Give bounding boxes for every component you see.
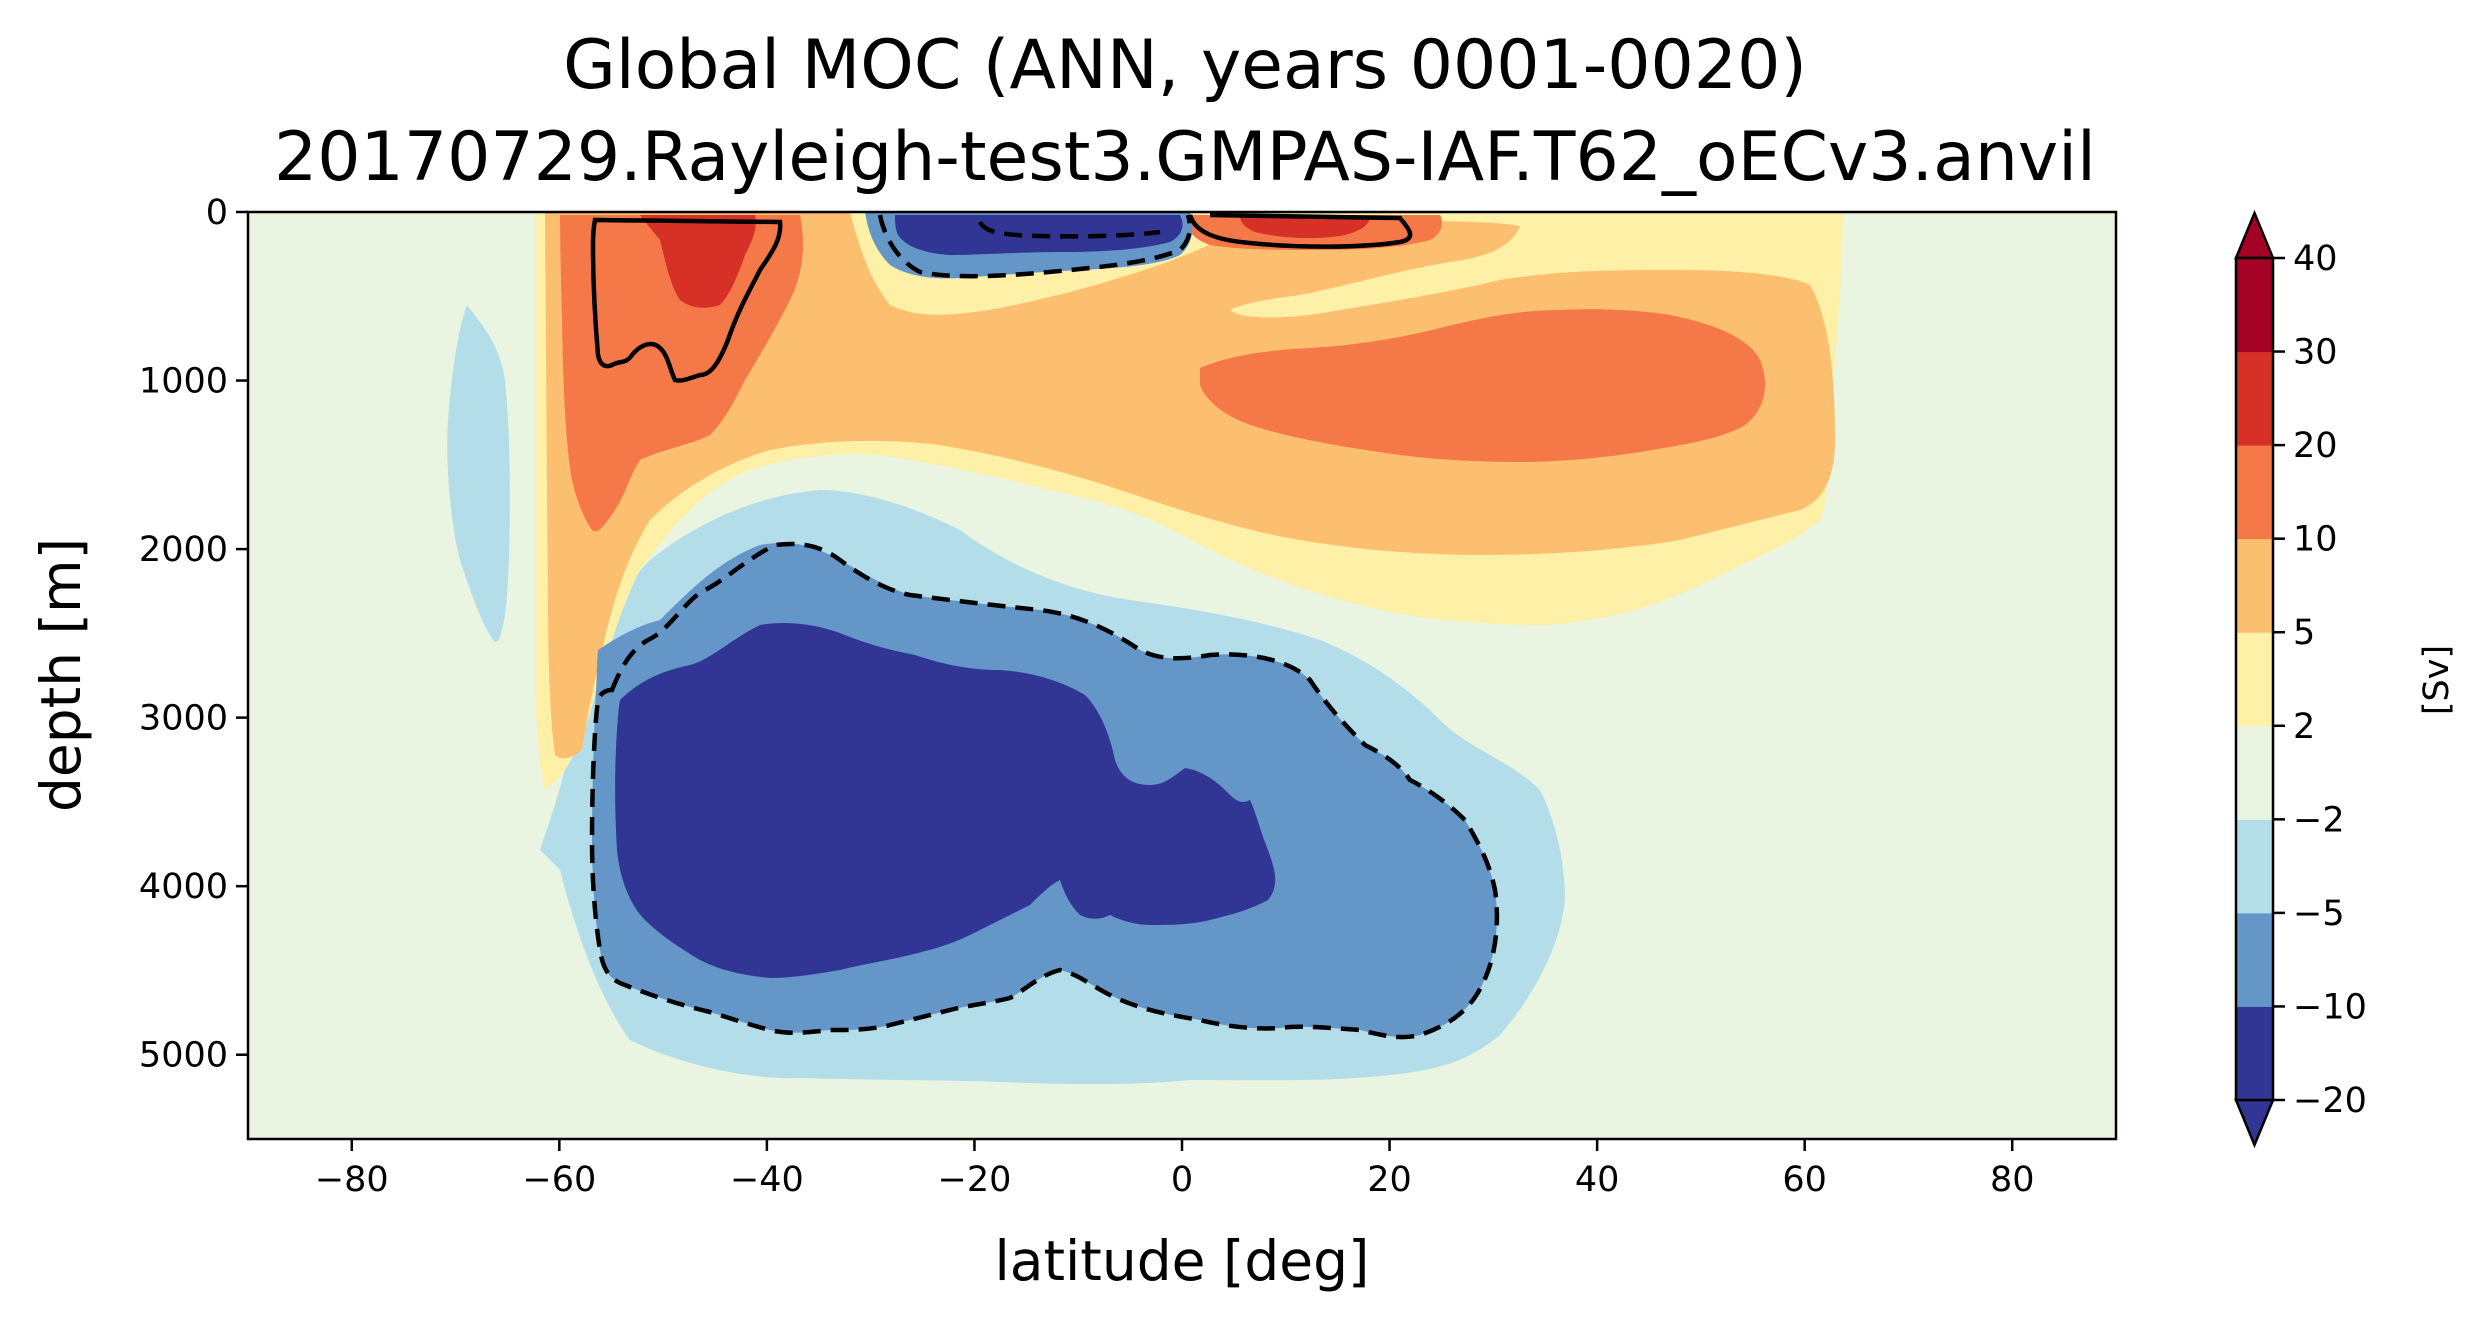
y-tick-label: 1000 [139, 362, 228, 402]
y-tick-label: 5000 [139, 1036, 228, 1076]
x-tick-label: 20 [1367, 1160, 1412, 1200]
fill-neg2-left-patch [447, 305, 510, 642]
y-tick-label: 0 [206, 193, 228, 233]
contour-neg10-tropical-inner [977, 220, 1161, 239]
colorbar: −20 −10 −5 −2 2 5 10 20 30 40 [2234, 209, 2367, 1149]
colorbar-segment [2236, 819, 2273, 914]
x-axis-label: latitude [deg] [994, 1229, 1369, 1293]
x-tick-label: −40 [730, 1160, 804, 1200]
colorbar-label: [Sv] [2417, 645, 2457, 715]
colorbar-segment [2236, 538, 2273, 633]
x-tick-label: 40 [1575, 1160, 1620, 1200]
fill-pos10-northern [1200, 309, 1765, 462]
contour-neg10-lower-cell [589, 541, 1500, 1040]
fill-pos20-southern [640, 215, 756, 308]
contour-neg10-tropical [877, 214, 1193, 279]
colorbar-segment [2236, 258, 2273, 353]
fill-pos20-tropical [1240, 216, 1370, 239]
contour-fills [447, 212, 1843, 1085]
colorbar-tick-label: 5 [2293, 613, 2315, 653]
x-tick-label: −80 [315, 1160, 389, 1200]
contour-pos10-tropical [1187, 212, 1413, 249]
colorbar-tick-label: 2 [2293, 707, 2315, 747]
fill-neg20-lower-cell [615, 623, 1276, 978]
y-tick-label: 2000 [139, 530, 228, 570]
colorbar-tick-label: 10 [2293, 520, 2338, 560]
colorbar-segment [2236, 1006, 2273, 1101]
x-tick-label: −20 [938, 1160, 1012, 1200]
colorbar-segment [2236, 445, 2273, 540]
colorbar-segment [2236, 632, 2273, 727]
colorbar-tick-label: −5 [2293, 894, 2345, 934]
fill-pos10-southern [560, 215, 803, 532]
colorbar-tick-label: −20 [2293, 1081, 2367, 1121]
y-axis-label: depth [m] [29, 538, 93, 812]
chart-title-line1: Global MOC (ANN, years 0001-0020) [563, 26, 1807, 105]
x-tick-label: 0 [1171, 1160, 1193, 1200]
x-axis: −80 −60 −40 −20 0 20 40 60 80 [315, 1139, 2035, 1200]
x-tick-label: 80 [1990, 1160, 2035, 1200]
colorbar-segment [2236, 725, 2273, 820]
contour-pos10-southern [590, 217, 783, 383]
colorbar-segment [2236, 912, 2273, 1007]
plot-area [246, 210, 2118, 1141]
colorbar-frame [2234, 256, 2275, 1102]
colorbar-extend-under [2234, 1098, 2275, 1149]
x-tick-label: −60 [522, 1160, 596, 1200]
y-tick-label: 3000 [139, 699, 228, 739]
colorbar-extend-over [2234, 209, 2275, 260]
y-tick-label: 4000 [139, 867, 228, 907]
colorbar-tick-label: −10 [2293, 987, 2367, 1027]
chart-title-line2: 20170729.Rayleigh-test3.GMPAS-IAF.T62_oE… [274, 118, 2096, 197]
colorbar-tick-label: −2 [2293, 800, 2345, 840]
colorbar-segment [2236, 351, 2273, 446]
colorbar-tick-label: 20 [2293, 426, 2338, 466]
contour-lines [589, 212, 1500, 1040]
colorbar-tick-label: 30 [2293, 333, 2338, 373]
colorbar-tick-label: 40 [2293, 239, 2338, 279]
y-axis: 0 1000 2000 3000 4000 5000 [139, 193, 248, 1076]
x-tick-label: 60 [1782, 1160, 1827, 1200]
